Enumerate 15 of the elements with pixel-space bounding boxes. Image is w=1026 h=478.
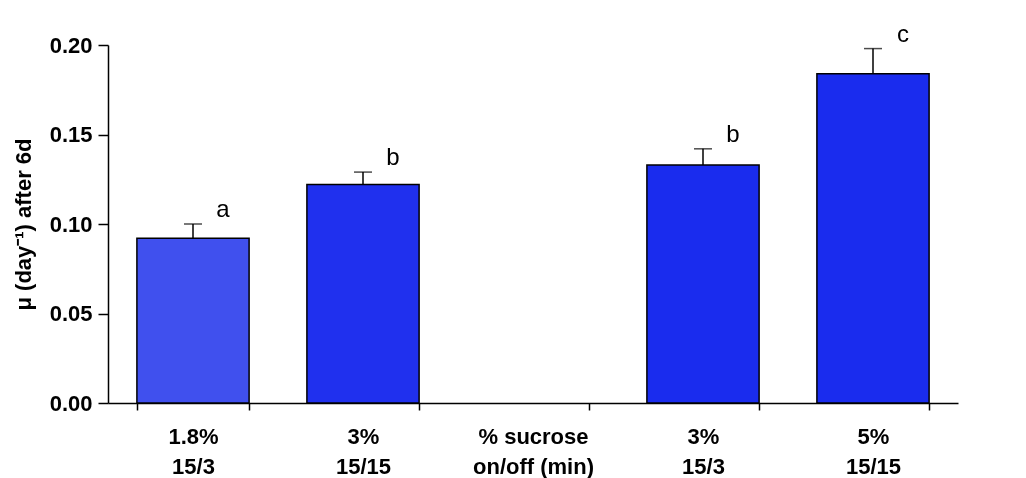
annotation: b xyxy=(386,143,400,171)
y-tick-label: 0.00 xyxy=(49,390,93,416)
x-tick-label: 3% 15/15 xyxy=(335,423,392,478)
x-tick-label: 5% 15/15 xyxy=(845,423,902,478)
annotation: a xyxy=(216,195,231,222)
y-tick-label: 0.20 xyxy=(49,32,93,58)
y-tick-label: 0.15 xyxy=(49,122,93,147)
x-tick-label: 1.8% 15/3 xyxy=(168,423,219,478)
x-tick-label: % sucrose on/off (min) xyxy=(473,423,594,478)
y-tick-label: 0.05 xyxy=(49,301,93,326)
y-axis-title: μ (day⁻¹) after 6d xyxy=(10,138,36,311)
y-tick-label: 0.10 xyxy=(49,211,93,237)
annotation: b xyxy=(726,119,740,147)
annotation: c xyxy=(897,19,909,47)
x-tick-label: 3% 15/3 xyxy=(682,423,725,478)
